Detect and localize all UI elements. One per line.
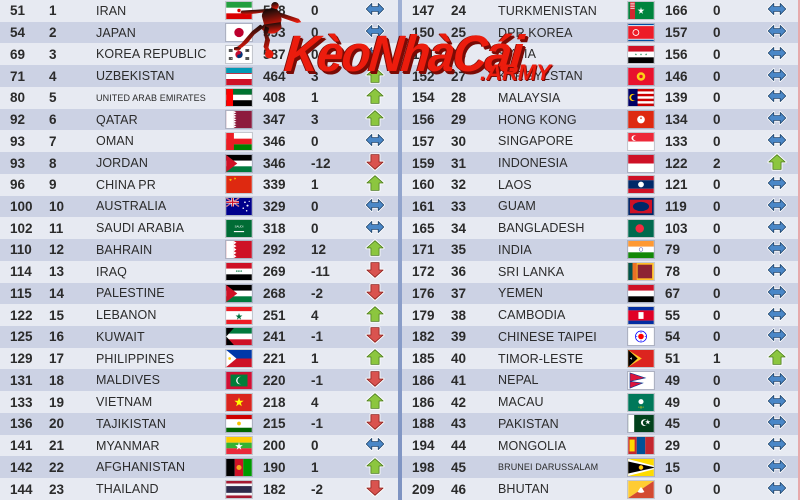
svg-text:✺✺✺: ✺✺✺: [235, 269, 242, 273]
svg-text:SAUDI: SAUDI: [234, 224, 243, 228]
